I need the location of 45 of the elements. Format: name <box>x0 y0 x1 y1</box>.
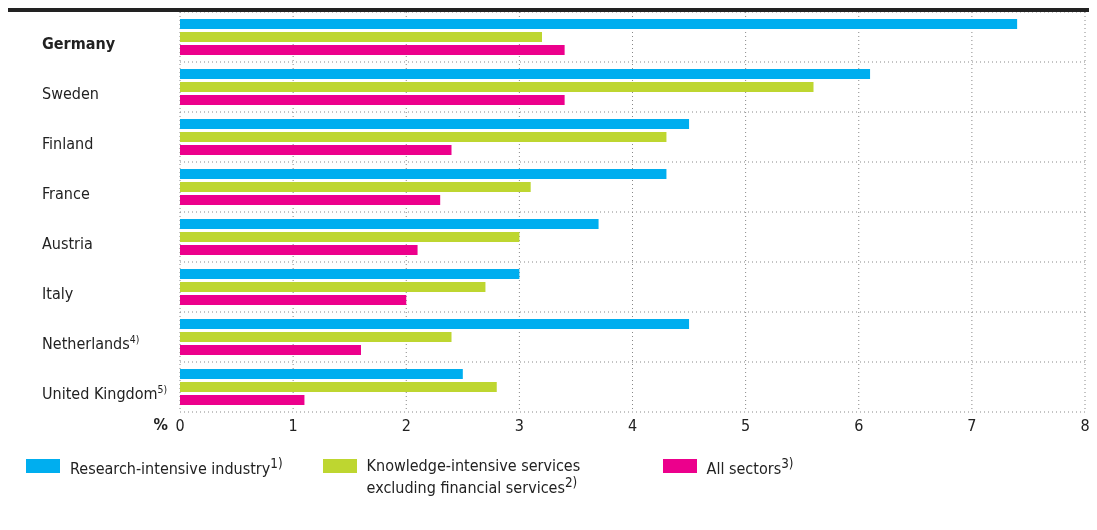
bar <box>180 245 418 255</box>
bar <box>180 132 667 142</box>
bar <box>180 382 497 392</box>
bar <box>180 145 452 155</box>
bar <box>180 82 814 92</box>
bar <box>180 269 520 279</box>
x-tick-label: 2 <box>401 416 411 436</box>
bar <box>180 319 690 329</box>
y-tick-label: Austria <box>42 234 93 253</box>
x-axis-title: % <box>153 414 168 434</box>
x-tick-label: 3 <box>514 416 524 436</box>
x-tick-label: 5 <box>741 416 751 436</box>
y-tick-label: Netherlands$^{4)}$ <box>42 333 140 353</box>
bar <box>180 32 542 42</box>
legend-label: All sectors$^{3)}$ <box>706 456 794 479</box>
bar <box>180 232 520 242</box>
y-tick-label: Sweden <box>42 84 99 103</box>
bar <box>180 282 486 292</box>
bar <box>180 369 463 379</box>
bar <box>180 95 565 105</box>
x-tick-label: 0 <box>175 416 185 436</box>
bar <box>180 69 871 79</box>
bar <box>180 345 361 355</box>
bar <box>180 332 452 342</box>
bar <box>180 169 667 179</box>
x-tick-label: 1 <box>288 416 298 436</box>
x-tick-label: 4 <box>627 416 638 436</box>
bar <box>180 182 531 192</box>
bar <box>180 45 565 55</box>
x-tick-label: 6 <box>854 416 864 436</box>
y-tick-label: United Kingdom$^{5)}$ <box>42 383 168 403</box>
bar <box>180 119 690 129</box>
bar <box>180 295 407 305</box>
bar <box>180 219 599 229</box>
y-tick-label: Germany <box>42 34 116 53</box>
x-tick-label: 7 <box>967 416 977 436</box>
y-tick-label: Italy <box>42 284 74 303</box>
bar <box>180 395 305 405</box>
x-tick-label: 8 <box>1080 416 1090 436</box>
y-tick-label: Finland <box>42 134 94 153</box>
legend-label: Knowledge-intensive services excluding financial services$^{2)}$ <box>366 456 582 498</box>
y-tick-label: France <box>42 184 90 203</box>
bar <box>180 195 441 205</box>
bar <box>180 19 1018 29</box>
legend-label: Research-intensive industry$^{1)}$ <box>70 456 283 479</box>
